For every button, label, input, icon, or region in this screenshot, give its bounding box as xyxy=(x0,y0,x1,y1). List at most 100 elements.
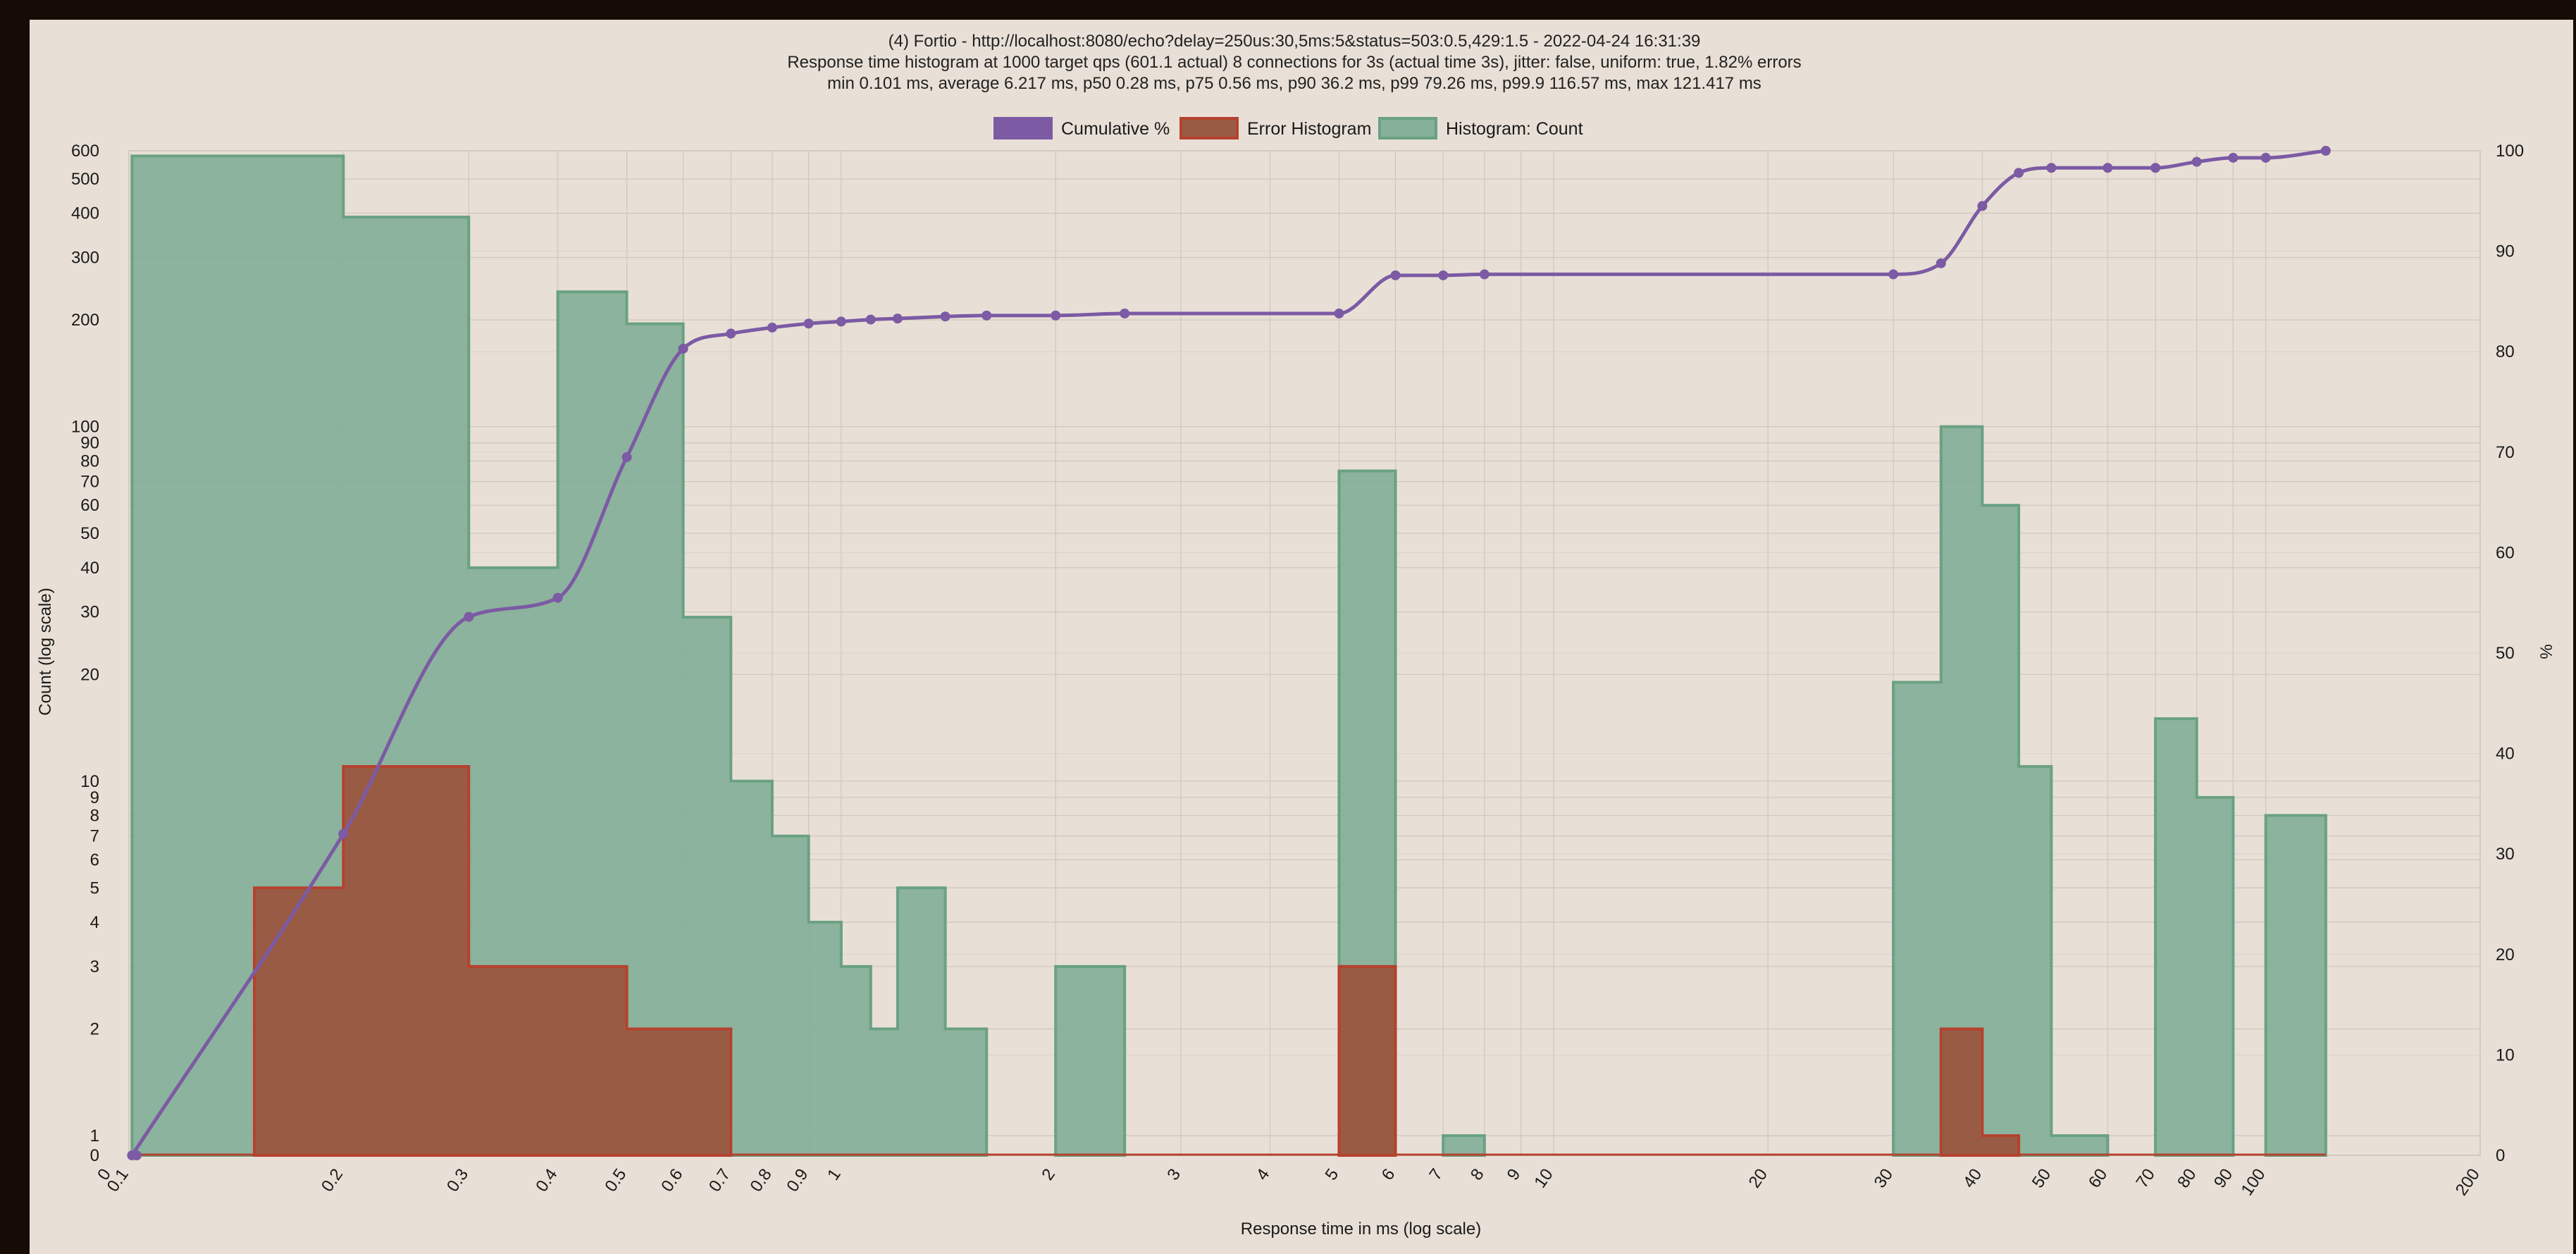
y-tick-label: 5 xyxy=(90,879,99,898)
cumulative-point xyxy=(1888,269,1899,280)
cumulative-point xyxy=(1977,201,1988,211)
legend-label: Cumulative % xyxy=(1061,119,1170,139)
y-tick-label: 40 xyxy=(80,559,99,578)
legend-swatch xyxy=(1179,117,1239,139)
histogram-bin xyxy=(130,154,2327,1157)
cumulative-point xyxy=(865,314,876,325)
y2-axis-label: % xyxy=(2537,644,2556,659)
y-tick-label: 50 xyxy=(80,524,99,543)
y2-tick-label: 10 xyxy=(2496,1045,2515,1064)
y2-tick-label: 90 xyxy=(2496,242,2515,261)
cumulative-point xyxy=(940,311,950,322)
cumulative-point xyxy=(1936,258,1946,268)
cumulative-point xyxy=(982,310,992,321)
title-line: Response time histogram at 1000 target q… xyxy=(787,53,1801,72)
x-tick-label: 20 xyxy=(1745,1165,1771,1191)
x-tick-label: 2 xyxy=(1038,1165,1059,1184)
y-tick-label: 90 xyxy=(80,434,99,453)
x-tick-label: 0.6 xyxy=(657,1165,686,1196)
x-tick-label: 7 xyxy=(1425,1165,1447,1184)
histogram-count-series xyxy=(130,154,2327,1157)
x-tick-label: 0.4 xyxy=(532,1165,561,1196)
x-tick-label: 4 xyxy=(1253,1165,1274,1184)
x-tick-label: 30 xyxy=(1871,1165,1897,1191)
cumulative-point xyxy=(803,318,814,329)
x-tick-label: 8 xyxy=(1467,1165,1488,1184)
cumulative-point xyxy=(2320,146,2331,156)
legend: Cumulative % Error Histogram Histogram: Co… xyxy=(993,117,1583,139)
cumulative-point xyxy=(338,828,349,839)
cumulative-point xyxy=(621,452,632,462)
y-tick-label: 1 xyxy=(90,1126,99,1146)
cumulative-point xyxy=(767,322,777,333)
y2-tick-label: 30 xyxy=(2496,845,2515,864)
y-tick-label: 6 xyxy=(90,850,99,869)
y-tick-label: 3 xyxy=(90,957,99,976)
legend-label: Histogram: Count xyxy=(1446,119,1583,139)
error-histogram-series xyxy=(132,764,2326,1157)
x-tick-label: 3 xyxy=(1163,1165,1184,1184)
cumulative-point xyxy=(836,316,846,327)
cumulative-percent-series xyxy=(127,146,2331,1160)
x-axis-label: Response time in ms (log scale) xyxy=(1241,1219,1481,1239)
x-tick-label: 0.3 xyxy=(443,1165,472,1196)
x-tick-label: 70 xyxy=(2133,1165,2159,1191)
y-tick-label: 2 xyxy=(90,1020,99,1039)
x-tick-label: 0.7 xyxy=(705,1165,734,1196)
x-tick-label: 1 xyxy=(824,1165,845,1184)
cumulative-point xyxy=(2150,163,2161,173)
y-tick-label: 500 xyxy=(71,170,99,189)
cumulative-point xyxy=(464,612,474,622)
x-tick-label: 6 xyxy=(1378,1165,1399,1184)
cumulative-point xyxy=(1051,310,1061,321)
x-tick-label: 0.5 xyxy=(601,1165,630,1196)
cumulative-point xyxy=(1334,309,1344,319)
y2-tick-label: 40 xyxy=(2496,745,2515,764)
y2-tick-label: 70 xyxy=(2496,443,2515,462)
title-line: (4) Fortio - http://localhost:8080/echo?… xyxy=(888,32,1701,51)
y2-tick-label: 100 xyxy=(2496,142,2524,161)
cumulative-point xyxy=(132,1150,142,1160)
error-bin xyxy=(253,764,2021,1157)
y-tick-label: 80 xyxy=(80,452,99,471)
x-tick-label: 10 xyxy=(1530,1165,1556,1191)
cumulative-point xyxy=(2260,152,2271,163)
y-tick-label: 10 xyxy=(80,772,99,791)
cumulative-point xyxy=(2191,156,2202,167)
y-tick-label: 30 xyxy=(80,603,99,622)
x-tick-label: 0.1 xyxy=(104,1165,132,1196)
y-tick-label: 9 xyxy=(90,788,99,807)
x-tick-label: 40 xyxy=(1959,1165,1986,1191)
x-tick-label: 60 xyxy=(2085,1165,2111,1191)
cumulative-point xyxy=(2103,163,2113,173)
y-tick-label: 100 xyxy=(71,418,99,437)
cumulative-point xyxy=(2046,163,2057,173)
y-tick-label: 300 xyxy=(71,248,99,267)
legend-swatch xyxy=(1378,117,1437,139)
y-tick-label: 0 xyxy=(90,1146,99,1165)
y-tick-label: 8 xyxy=(90,807,99,826)
cumulative-point xyxy=(2014,168,2024,178)
cumulative-point xyxy=(552,592,563,603)
y2-tick-label: 50 xyxy=(2496,644,2515,663)
y2-tick-label: 80 xyxy=(2496,342,2515,361)
x-tick-label: 5 xyxy=(1322,1165,1343,1184)
legend-label: Error Histogram xyxy=(1247,119,1371,139)
title-line: min 0.101 ms, average 6.217 ms, p50 0.28… xyxy=(827,74,1761,93)
cumulative-point xyxy=(892,314,903,324)
cumulative-point xyxy=(678,343,688,354)
x-tick-label: 200 xyxy=(2452,1165,2484,1199)
y-tick-label: 600 xyxy=(71,142,99,161)
y-axis-label: Count (log scale) xyxy=(36,588,55,715)
x-tick-label: 0.8 xyxy=(747,1165,776,1196)
x-tick-label: 0.2 xyxy=(318,1165,347,1196)
y-tick-label: 70 xyxy=(80,473,99,492)
y-tick-label: 4 xyxy=(90,913,99,932)
cumulative-point xyxy=(1390,270,1401,280)
y-tick-label: 7 xyxy=(90,827,99,846)
chart-title: (4) Fortio - http://localhost:8080/echo?… xyxy=(787,32,1801,93)
cumulative-point xyxy=(1120,309,1130,319)
x-tick-label: 90 xyxy=(2210,1165,2236,1191)
y2-tick-label: 0 xyxy=(2496,1146,2505,1165)
